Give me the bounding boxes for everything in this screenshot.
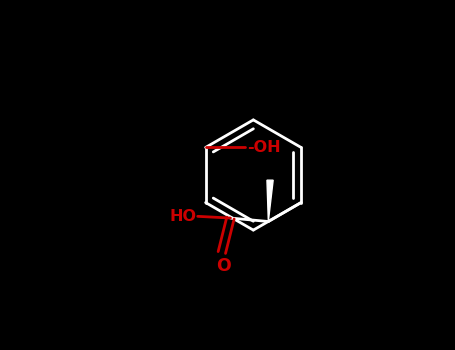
Polygon shape	[267, 180, 273, 222]
Text: O: O	[216, 257, 231, 275]
Text: -OH: -OH	[247, 140, 281, 155]
Text: HO: HO	[169, 209, 196, 224]
